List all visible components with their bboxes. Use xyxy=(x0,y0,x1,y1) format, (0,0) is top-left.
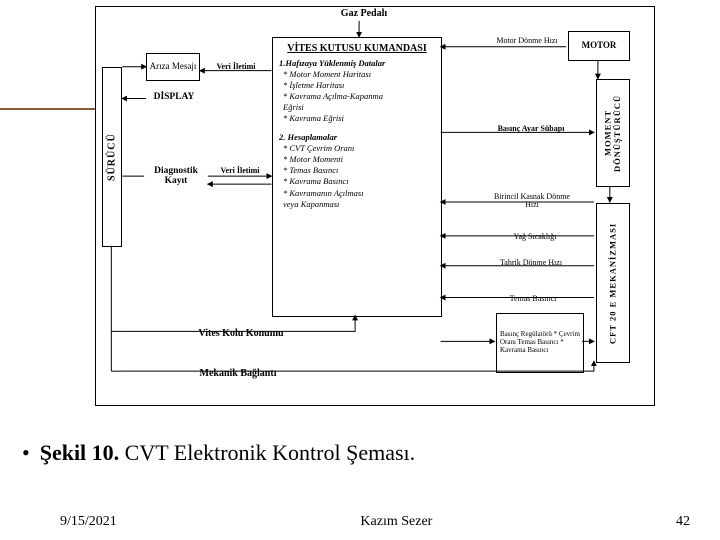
central-sec2: 2. Hesaplamalar xyxy=(279,132,435,143)
accent-line xyxy=(0,108,95,110)
label-yag-sicakligi: Yağ Sıcaklığı xyxy=(500,233,570,241)
central-i2-0: * CVT Çevrim Oranı xyxy=(283,143,435,154)
figure-caption: • Şekil 10. CVT Elektronik Kontrol Şeması… xyxy=(22,440,415,466)
central-i2-3: * Kavrama Basıncı xyxy=(283,176,435,187)
label-display: DİSPLAY xyxy=(146,93,202,103)
label-temas-basinci: Temas Basıncı xyxy=(498,295,568,303)
box-motor: MOTOR xyxy=(568,31,630,61)
central-title: VİTES KUTUSU KUMANDASI xyxy=(279,42,435,55)
slide-footer: 9/15/2021 Kazım Sezer 42 xyxy=(0,514,720,530)
label-gaz-pedali: Gaz Pedalı xyxy=(324,9,404,20)
label-tahrik-donme: Tahrik Dönme Hızı xyxy=(496,259,566,267)
central-i1-2: * Kavrama Açılma-Kapanma xyxy=(283,91,435,102)
central-i1-4: * Kavrama Eğrisi xyxy=(283,113,435,124)
box-moment: MOMENT DÖNÜŞTÜRÜCÜ xyxy=(596,79,630,187)
label-veri-iletimi-1: Veri İletimi xyxy=(216,63,256,71)
caption-bold: Şekil 10. xyxy=(40,440,119,465)
label-birincil-kasnak: Birincil Kasnak Dönme Hızı xyxy=(492,193,572,210)
bullet-icon: • xyxy=(22,440,30,465)
diagram-frame: Gaz Pedalı SÜRÜCÜ Arıza Mesajı DİSPLAY D… xyxy=(95,6,655,406)
label-veri-iletimi-2: Veri İletimi xyxy=(220,167,260,175)
central-i1-3: Eğrisi xyxy=(283,102,435,113)
label-vites-kolu: Vites Kolu Konumu xyxy=(176,329,306,340)
label-basinc-ayar: Basınç Ayar Sübapı xyxy=(496,125,566,133)
caption-rest: CVT Elektronik Kontrol Şeması. xyxy=(119,440,415,465)
central-i2-5: veya Kapanması xyxy=(283,199,435,210)
central-i2-1: * Motor Momenti xyxy=(283,154,435,165)
label-motor-donme: Motor Dönme Hızı xyxy=(492,37,562,45)
box-regul: Basınç Regülatörü * Çevrim Oranı Temas B… xyxy=(496,313,584,373)
central-i2-4: * Kavramanın Açılması xyxy=(283,188,435,199)
footer-author: Kazım Sezer xyxy=(360,514,432,530)
box-central: VİTES KUTUSU KUMANDASI 1.Hafızaya Yüklen… xyxy=(272,37,442,317)
central-sec1: 1.Hafızaya Yüklenmiş Datalar xyxy=(279,58,435,69)
central-i1-1: * İşletme Haritası xyxy=(283,80,435,91)
label-diagnostik: Diagnostik Kayıt xyxy=(144,167,208,187)
central-i1-0: * Motor Moment Haritası xyxy=(283,69,435,80)
box-cft: CFT 20 E MEKANİZMASI xyxy=(596,203,630,363)
footer-page: 42 xyxy=(676,514,690,530)
box-ariza: Arıza Mesajı xyxy=(146,53,200,81)
footer-date: 9/15/2021 xyxy=(60,514,117,530)
central-i2-2: * Temas Basıncı xyxy=(283,165,435,176)
label-mekanik: Mekanik Bağlantı xyxy=(178,369,298,380)
box-surucu: SÜRÜCÜ xyxy=(102,67,122,247)
